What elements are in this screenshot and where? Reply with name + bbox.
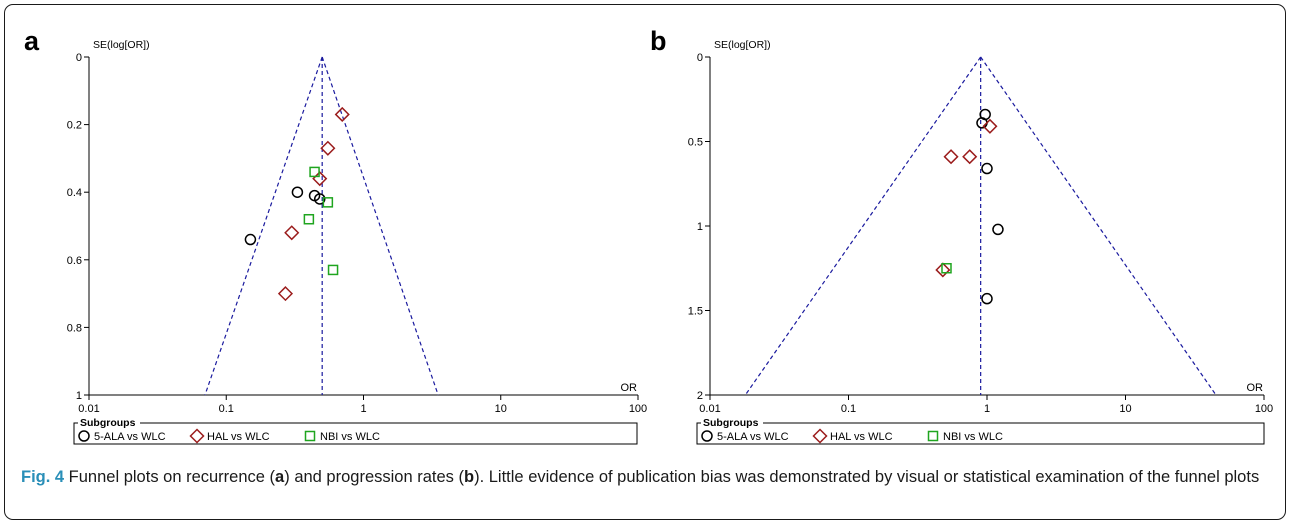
x-tick-label: 0.1 xyxy=(841,403,856,415)
data-point-diamond xyxy=(935,262,951,278)
y-tick-label: 0.8 xyxy=(67,322,82,334)
legend-marker-square xyxy=(304,430,316,442)
x-tick-label: 0.1 xyxy=(219,403,234,415)
data-point-square xyxy=(322,197,334,208)
y-tick-label: 0 xyxy=(697,52,703,64)
legend-marker-circle xyxy=(78,430,90,442)
y-tick-label: 0 xyxy=(76,52,82,64)
legend-title-backdrop xyxy=(701,417,763,428)
caption-text-3: ). Little evidence of publication bias w… xyxy=(474,468,1260,486)
caption-figure-number: Fig. 4 xyxy=(21,468,65,486)
legend-marker-circle xyxy=(701,430,713,442)
data-point-circle xyxy=(992,223,1004,236)
y-tick-label: 1 xyxy=(76,390,82,402)
caption-text-1: Funnel plots on recurrence ( xyxy=(64,468,276,486)
y-tick-label: 2 xyxy=(697,390,703,402)
data-point-circle xyxy=(976,117,988,129)
data-point-square xyxy=(303,213,315,225)
data-point-diamond xyxy=(277,286,294,302)
x-tick-label: 100 xyxy=(629,403,647,415)
funnel-right-line xyxy=(980,56,1217,396)
y-tick-label: 0.5 xyxy=(688,137,703,149)
legend-label: 5-ALA vs WLC xyxy=(94,431,166,443)
figure-caption: Fig. 4 Funnel plots on recurrence (a) an… xyxy=(21,466,1261,489)
y-tick-label: 0.6 xyxy=(67,255,82,267)
caption-label-b: b xyxy=(464,468,475,486)
panel-label-a: a xyxy=(24,26,40,56)
data-point-circle xyxy=(244,233,257,246)
legend-label: 5-ALA vs WLC xyxy=(717,431,789,443)
funnel-left-line xyxy=(744,56,982,396)
y-tick-label: 0.2 xyxy=(67,120,82,132)
caption-text-2: ) and progression rates ( xyxy=(284,468,464,486)
legend-marker-diamond xyxy=(189,428,205,444)
panel-label-b: b xyxy=(650,26,667,56)
y-axis-title: SE(log[OR]) xyxy=(714,39,771,51)
data-point-diamond xyxy=(962,149,978,165)
legend-box xyxy=(696,422,1265,445)
legend-marker-square xyxy=(927,430,939,442)
data-point-circle xyxy=(981,292,993,305)
legend-label: HAL vs WLC xyxy=(830,431,893,443)
legend-marker-diamond xyxy=(812,428,828,444)
x-axis-title: OR xyxy=(621,382,638,394)
data-point-diamond xyxy=(982,118,998,134)
data-point-diamond xyxy=(943,149,959,165)
x-tick-label: 10 xyxy=(1119,403,1131,415)
data-point-diamond xyxy=(334,106,350,123)
data-point-square xyxy=(309,166,320,178)
y-axis-title: SE(log[OR]) xyxy=(93,39,150,51)
legend-label: NBI vs WLC xyxy=(320,431,380,443)
data-point-circle xyxy=(314,193,326,205)
caption-label-a: a xyxy=(275,468,285,486)
data-point-square xyxy=(941,263,952,274)
funnel-plot-a: 00.20.40.60.810.01 0.1 1 10 100SE(log[OR])OR… xyxy=(67,39,647,445)
data-point-diamond xyxy=(320,140,336,156)
data-point-circle xyxy=(291,186,304,198)
x-tick-label: 1 xyxy=(984,403,990,415)
funnel-left-line xyxy=(204,56,323,396)
data-point-square xyxy=(327,264,339,276)
legend-box xyxy=(73,422,638,445)
data-point-diamond xyxy=(284,225,300,241)
x-tick-label: 1 xyxy=(360,403,366,415)
x-tick-label: 0.01 xyxy=(699,403,720,415)
legend-title: Subgroups xyxy=(703,417,759,429)
x-tick-label: 10 xyxy=(495,403,507,415)
x-axis-title: OR xyxy=(1247,382,1264,394)
y-tick-label: 1 xyxy=(697,221,703,233)
x-tick-label: 0.01 xyxy=(78,403,99,415)
legend-label: NBI vs WLC xyxy=(943,431,1003,443)
legend-title-backdrop xyxy=(78,417,140,428)
data-point-circle xyxy=(981,162,993,175)
funnel-right-line xyxy=(321,56,439,396)
funnel-plot-b: 0 0.5 1 1.5 20.01 0.1 1 10 100 SE(log[OR]) OR Subgr… xyxy=(688,39,1273,445)
y-tick-label: 1.5 xyxy=(688,306,703,318)
legend-title: Subgroups xyxy=(80,417,136,429)
x-tick-label: 100 xyxy=(1255,403,1273,415)
legend-label: HAL vs WLC xyxy=(207,431,270,443)
y-tick-label: 0.4 xyxy=(67,187,82,199)
